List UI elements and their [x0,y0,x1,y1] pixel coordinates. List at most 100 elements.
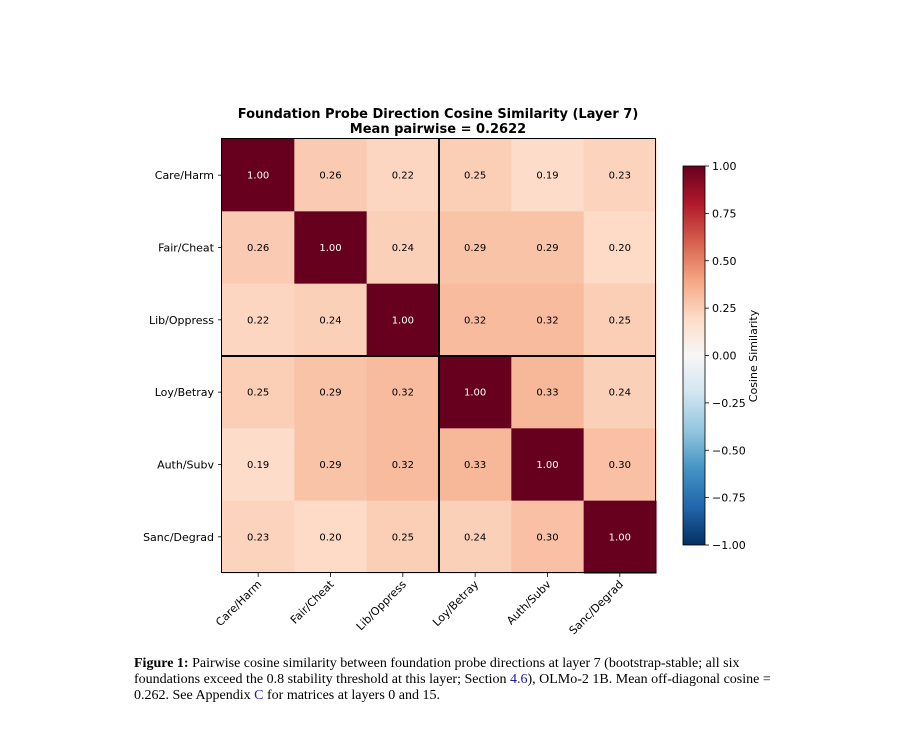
cell-value-label: 0.19 [536,171,558,182]
caption-text-1: Pairwise cosine similarity between found… [134,656,740,687]
x-tick-label: Sanc/Degrad [567,578,626,637]
heatmap-cell [222,139,295,212]
colorbar-tick-label: 0.50 [712,255,737,268]
heatmap-cell [366,283,440,357]
heatmap-cell [222,283,295,357]
cell-value-label: 0.32 [392,460,414,471]
cell-value-label: 0.32 [464,315,486,326]
cell-value-label: 0.24 [464,532,486,543]
figure-caption: Figure 1: Pairwise cosine similarity bet… [134,656,774,704]
cell-value-label: 1.00 [247,171,269,182]
heatmap-cell [583,211,657,285]
cell-value-label: 0.25 [247,388,269,399]
heatmap-cell [222,500,295,574]
heatmap-cell [294,139,368,212]
heatmap-cell-labels: 1.00 0.26 0.22 0.25 0.19 0.23 0.26 1.00 0.24 0.29… [247,171,631,544]
x-tick-label: Fair/Cheat [288,577,337,626]
colorbar-tick-label: 1.00 [712,160,737,173]
heatmap-cell [438,500,512,574]
cell-value-label: 1.00 [319,243,341,254]
heatmap-cell [438,139,512,212]
heatmap-cell [294,211,368,285]
x-tick-label: Care/Harm [213,578,264,629]
colorbar-tick-label: 0.25 [712,302,737,315]
cell-value-label: 0.22 [392,171,414,182]
x-tick-label: Auth/Subv [504,578,554,628]
y-tick-label: Auth/Subv [157,458,214,471]
colorbar-tick-label: −0.50 [712,444,746,457]
colorbar-tick-label: 0.00 [712,350,737,363]
cell-value-label: 0.22 [247,315,269,326]
cell-value-label: 0.29 [464,243,486,254]
colorbar-label: Cosine Similarity [747,309,760,402]
colorbar [682,165,706,546]
caption-label: Figure 1: [134,656,189,671]
heatmap-cell [511,139,585,212]
heatmap-cell [294,355,368,429]
y-tick-label: Lib/Oppress [149,314,214,327]
cell-value-label: 1.00 [392,315,414,326]
x-tick-label: Loy/Betray [430,578,481,629]
heatmap-cell [366,355,440,429]
cell-value-label: 0.33 [464,460,486,471]
heatmap-cell [366,500,440,574]
y-tick-label: Sanc/Degrad [143,531,214,544]
cell-value-label: 0.32 [536,315,558,326]
cell-value-label: 0.20 [319,532,341,543]
cell-value-label: 0.25 [609,315,631,326]
heatmap-cell [366,139,440,212]
heatmap-cell [511,500,585,574]
cell-value-label: 1.00 [609,532,631,543]
heatmap-cell [583,139,657,212]
heatmap-cells [222,139,657,574]
cell-value-label: 0.32 [392,388,414,399]
heatmap-cell [583,283,657,357]
colorbar-tick-label: −0.25 [712,397,746,410]
cell-value-label: 0.20 [609,243,631,254]
heatmap-cell [294,500,368,574]
heatmap-cell [583,355,657,429]
heatmap-cell [511,355,585,429]
appendix-link[interactable]: C [254,688,264,703]
cell-value-label: 0.30 [609,460,631,471]
heatmap-cell [583,500,657,574]
cell-value-label: 0.23 [609,171,631,182]
cell-value-label: 1.00 [464,388,486,399]
cell-value-label: 0.24 [609,388,631,399]
cell-value-label: 0.26 [319,171,341,182]
y-axis-ticks: Care/Harm Fair/Cheat Lib/Oppress Loy/Betray… [143,169,222,544]
cell-value-label: 0.23 [247,532,269,543]
cell-value-label: 0.25 [464,171,486,182]
chart-title-line1: Foundation Probe Direction Cosine Simila… [238,107,639,122]
y-tick-label: Fair/Cheat [158,241,215,254]
heatmap-cell [438,211,512,285]
section-link[interactable]: 4.6 [509,672,528,687]
caption-text-2: ), OLMo-2 1B. Mean off-diagonal cosine =… [134,672,771,703]
cell-value-label: 0.30 [536,532,558,543]
heatmap-cell [222,211,295,285]
colorbar-tick-label: −0.75 [712,492,746,505]
heatmap-figure: Foundation Probe Direction Cosine Simila… [143,107,760,637]
y-tick-label: Loy/Betray [155,386,215,399]
y-tick-label: Care/Harm [155,169,214,182]
heatmap-cell [222,428,295,502]
heatmap-cell [511,428,585,502]
cell-value-label: 0.29 [319,388,341,399]
cell-value-label: 0.26 [247,243,269,254]
group-dividers [222,139,656,573]
heatmap-cell [294,428,368,502]
cell-value-label: 0.29 [319,460,341,471]
cell-value-label: 0.19 [247,460,269,471]
heatmap-cell [366,211,440,285]
x-axis-ticks: Care/Harm Fair/Cheat Lib/Oppress Loy/Betray… [213,572,626,637]
heatmap-cell [438,283,512,357]
heatmap-cell [511,283,585,357]
heatmap-cell [583,428,657,502]
cell-value-label: 0.24 [319,315,341,326]
colorbar-ticks: 1.00 0.75 0.50 0.25 0.00 −0.25 −0.50 −0.75 −1.00 [705,160,746,552]
heatmap-cell [511,211,585,285]
caption-text-3: for matrices at layers 0 and 15. [263,688,440,703]
colorbar-tick-label: −1.00 [712,539,746,552]
heatmap-cell [294,283,368,357]
cell-value-label: 1.00 [536,460,558,471]
